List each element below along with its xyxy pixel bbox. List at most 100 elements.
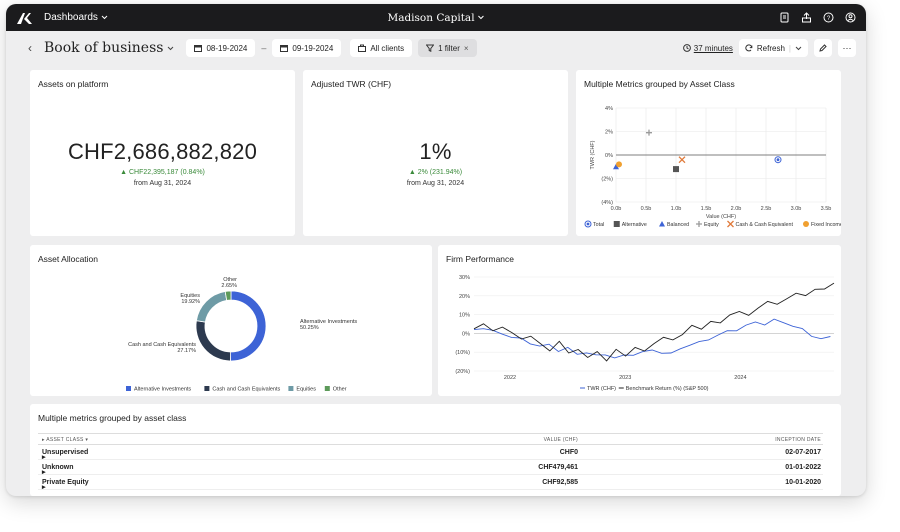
donut-legend-swatch	[204, 386, 210, 391]
start-date-value: 08-19-2024	[206, 43, 248, 53]
performance-card-title: Firm Performance	[446, 254, 515, 264]
line-x-tick: 2022	[504, 375, 516, 381]
toolbar-right-group: 37 minutes Refresh | ···	[682, 39, 856, 57]
refresh-age: 37 minutes	[682, 43, 733, 53]
refresh-label: Refresh	[756, 43, 785, 53]
row-value: CHF0	[559, 449, 578, 456]
scatter-x-tick: 2.0b	[731, 206, 742, 212]
line-chart: 30% 20% 10% 0% (10%) (20%) 2022 2023 2024 TWR (CH…	[455, 275, 835, 392]
table-row[interactable]: ▸ Unknown CHF479,461 01-01-2022	[38, 460, 823, 476]
document-icon[interactable]	[778, 12, 790, 24]
chevron-down-icon	[168, 46, 174, 50]
expand-icon[interactable]: ▸	[42, 484, 46, 491]
clients-selector[interactable]: All clients	[350, 39, 413, 57]
scatter-point	[673, 166, 679, 173]
back-button[interactable]: ‹	[28, 41, 32, 55]
refresh-button[interactable]: Refresh |	[738, 39, 808, 57]
assets-card: Assets on platform CHF2,686,882,820 ▲ CH…	[30, 70, 295, 236]
scatter-legend-label: Cash & Cash Equivalent	[736, 222, 794, 228]
filter-chip[interactable]: 1 filter ×	[418, 39, 477, 57]
line-y-tick: (10%)	[455, 350, 470, 356]
scatter-y-tick: 2%	[605, 130, 613, 136]
refresh-icon	[745, 44, 753, 52]
page-title: Book of business	[44, 40, 164, 56]
scatter-legend-label: Equity	[704, 222, 719, 228]
donut-slice	[195, 320, 231, 362]
assets-delta: ▲ CHF22,395,187 (0.84%)	[120, 169, 205, 176]
expand-icon[interactable]: ▸	[42, 469, 46, 476]
twr-since: from Aug 31, 2024	[406, 180, 465, 187]
row-date: 10-01-2020	[785, 479, 821, 486]
expand-icon[interactable]: ▸	[42, 454, 46, 461]
close-icon[interactable]: ×	[463, 43, 469, 53]
scatter-legend-marker	[613, 221, 620, 227]
date-range-separator: –	[261, 43, 267, 53]
donut-slice-label: Other	[223, 277, 237, 283]
donut-slice-pct: 19.92%	[181, 299, 200, 305]
end-date-picker[interactable]: 09-19-2024	[272, 39, 342, 57]
donut-slice-label: Cash and Cash Equivalents	[128, 342, 196, 348]
twr-card-title: Adjusted TWR (CHF)	[311, 79, 392, 89]
line-y-tick: 10%	[459, 313, 470, 319]
donut-legend-swatch	[126, 386, 131, 391]
table-row[interactable]: ▸ Private Equity CHF92,585 10-01-2020	[38, 475, 823, 491]
row-date: 02-07-2017	[785, 449, 821, 456]
donut-slice	[230, 290, 267, 362]
twr-value: 1%	[419, 139, 452, 164]
edit-button[interactable]	[814, 39, 832, 57]
scatter-x-tick: 3.5b	[821, 206, 832, 212]
top-icon-group: ?	[778, 12, 856, 24]
allocation-card: Asset Allocation Alternative Investments…	[30, 245, 432, 396]
chevron-down-icon	[478, 15, 484, 20]
clients-label: All clients	[370, 43, 405, 53]
chevron-down-icon	[101, 15, 108, 20]
donut-legend-label: Equities	[296, 387, 316, 393]
scatter-legend-marker	[659, 221, 665, 227]
chevron-down-icon[interactable]	[795, 46, 802, 51]
more-options-button[interactable]: ···	[838, 39, 856, 57]
scatter-legend-label: Alternative	[622, 222, 647, 228]
donut-legend-swatch	[288, 386, 294, 391]
scatter-legend-marker	[696, 221, 702, 227]
row-name: ▸ Unsupervised	[42, 449, 89, 461]
scatter-card-title: Multiple Metrics grouped by Asset Class	[584, 79, 735, 89]
dashboard-toolbar: ‹ Book of business 08-19-2024 – 09-19-20…	[6, 31, 866, 65]
clock-icon	[682, 44, 691, 52]
donut-legend-label: Alternative Investments	[134, 387, 191, 393]
donut-legend-label: Other	[333, 387, 347, 393]
inception-header[interactable]: INCEPTION DATE	[775, 437, 821, 443]
brand-logo-icon[interactable]	[16, 11, 34, 25]
app-window: Dashboards Madison Capital ? ‹ Book of b…	[6, 4, 866, 496]
dashboards-menu-label: Dashboards	[44, 12, 98, 23]
assets-value: CHF2,686,882,820	[67, 139, 258, 164]
donut-slice	[224, 290, 232, 301]
dashboard-title-selector[interactable]: Book of business	[44, 40, 174, 56]
firm-selector[interactable]: Madison Capital	[387, 12, 484, 24]
line-legend-label: Benchmark Return (%) (S&P 500)	[626, 386, 709, 392]
donut-slice-pct: 27.17%	[177, 348, 196, 354]
scatter-x-label: Value (CHF)	[706, 214, 736, 220]
assets-card-title: Assets on platform	[38, 79, 109, 89]
help-icon[interactable]: ?	[822, 12, 834, 24]
calendar-icon	[194, 45, 203, 52]
row-value: CHF92,585	[542, 479, 578, 486]
line-x-tick: 2024	[734, 375, 746, 381]
refresh-age-value: 37 minutes	[693, 43, 733, 53]
table-row[interactable]: ▸ Unsupervised CHF0 02-07-2017	[38, 445, 823, 461]
donut-slice	[195, 291, 228, 323]
value-header[interactable]: VALUE (CHF)	[543, 437, 578, 443]
start-date-picker[interactable]: 08-19-2024	[186, 39, 256, 57]
donut-slice-label: Alternative Investments	[300, 319, 357, 325]
asset-class-header[interactable]: ▸ ASSET CLASS ▾	[42, 437, 89, 443]
user-icon[interactable]	[844, 12, 856, 24]
row-name: ▸ Unknown	[42, 464, 74, 476]
performance-card: Firm Performance 30% 20% 10% 0% (10%) (20%) 20…	[438, 245, 841, 396]
share-icon[interactable]	[800, 12, 812, 24]
dashboards-menu[interactable]: Dashboards	[44, 12, 108, 23]
scatter-legend-label: Total	[593, 222, 604, 228]
scatter-legend-marker	[803, 221, 809, 227]
scatter-point	[616, 161, 622, 168]
top-navigation-bar: Dashboards Madison Capital ?	[6, 4, 866, 31]
twr-delta: ▲ 2% (231.94%)	[408, 169, 463, 176]
